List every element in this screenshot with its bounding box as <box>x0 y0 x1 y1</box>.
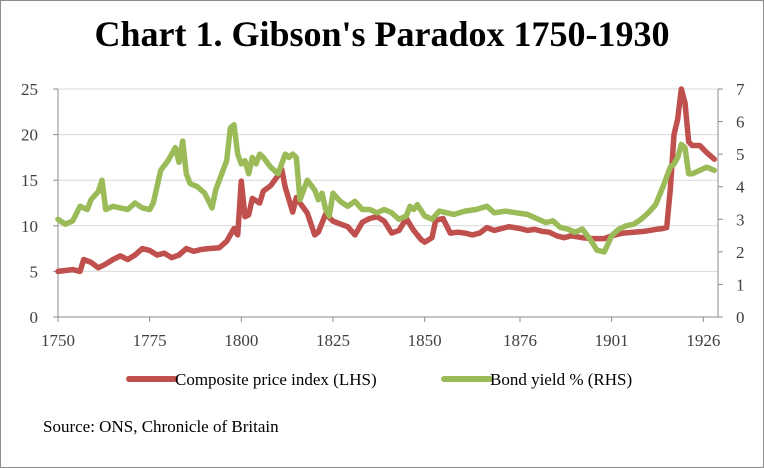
y-left-tick-label: 0 <box>30 308 39 327</box>
legend: Composite price index (LHS) Bond yield %… <box>126 370 632 389</box>
x-tick-label: 1926 <box>686 331 720 350</box>
y-left-tick-label: 20 <box>21 126 38 145</box>
legend-label-yield: Bond yield % (RHS) <box>490 370 632 389</box>
series-group <box>55 86 718 275</box>
chart-title: Chart 1. Gibson's Paradox 1750-1930 <box>94 14 670 54</box>
legend-label-price: Composite price index (LHS) <box>175 370 377 389</box>
tick-labels: 0 5 10 15 20 25 0 1 2 3 4 5 6 7 1750 1775 1800 1825 1850 18… <box>21 80 745 350</box>
series-line-bond-yield <box>55 122 718 255</box>
y-right-tick-label: 7 <box>736 80 745 99</box>
x-tick-label: 1800 <box>224 331 258 350</box>
y-left-tick-label: 25 <box>21 80 38 99</box>
x-tick-label: 1750 <box>41 331 75 350</box>
y-left-tick-label: 5 <box>30 262 39 281</box>
source-note: Source: ONS, Chronicle of Britain <box>43 417 279 436</box>
y-right-tick-label: 6 <box>736 113 745 132</box>
y-right-tick-label: 0 <box>736 308 745 327</box>
y-right-tick-label: 1 <box>736 275 745 294</box>
y-left-tick-label: 10 <box>21 217 38 236</box>
y-right-tick-label: 5 <box>736 145 745 164</box>
x-tick-label: 1775 <box>133 331 167 350</box>
y-right-tick-label: 2 <box>736 243 745 262</box>
y-right-tick-label: 4 <box>736 178 745 197</box>
x-tick-label: 1901 <box>595 331 629 350</box>
y-right-tick-label: 3 <box>736 210 745 229</box>
gridlines <box>58 88 718 318</box>
axes <box>53 88 723 322</box>
x-tick-label: 1825 <box>316 331 350 350</box>
x-tick-label: 1876 <box>503 331 537 350</box>
y-left-tick-label: 15 <box>21 171 38 190</box>
x-tick-label: 1850 <box>408 331 442 350</box>
